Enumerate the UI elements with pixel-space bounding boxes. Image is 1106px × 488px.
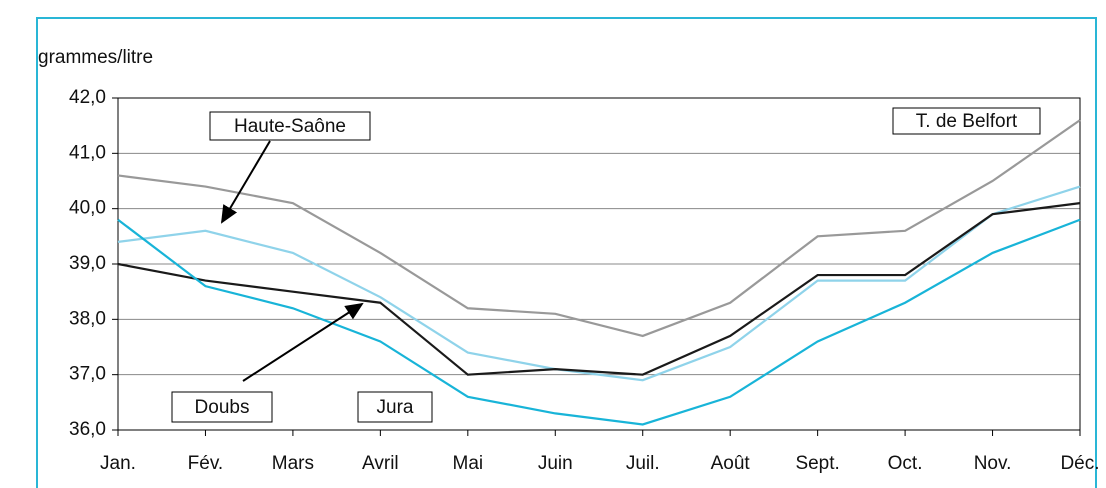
x-tick-label: Mai — [453, 453, 484, 474]
series-line — [117, 218, 1081, 426]
legend-box — [892, 107, 1041, 135]
y-tick-label: 36,0 — [69, 419, 106, 440]
legend-label: T. de Belfort — [916, 111, 1018, 132]
legend-box — [209, 111, 371, 141]
y-tick-label: 42,0 — [69, 87, 106, 108]
frame — [36, 17, 1097, 488]
x-tick-label: Mars — [272, 453, 314, 474]
y-tick-label: 41,0 — [69, 142, 106, 163]
y-tick-label: 38,0 — [69, 308, 106, 329]
x-tick-label: Fév. — [188, 453, 224, 474]
y-axis-label: grammes/litre — [38, 47, 153, 68]
x-tick-label: Oct. — [888, 453, 923, 474]
x-tick-label: Juin — [538, 453, 573, 474]
legend-label: Doubs — [195, 397, 250, 418]
x-tick-label: Avril — [362, 453, 399, 474]
series-line — [117, 202, 1081, 376]
y-tick-label: 37,0 — [69, 364, 106, 385]
legend-box — [171, 391, 273, 423]
x-tick-label: Déc. — [1060, 453, 1099, 474]
x-tick-label: Sept. — [795, 453, 839, 474]
y-tick-label: 40,0 — [69, 198, 106, 219]
y-tick-label: 39,0 — [69, 253, 106, 274]
x-tick-label: Jan. — [100, 453, 136, 474]
legend-box — [357, 391, 433, 423]
x-tick-label: Nov. — [974, 453, 1012, 474]
arrow — [220, 140, 271, 224]
arrow — [242, 302, 364, 382]
series-line — [117, 185, 1081, 382]
series-line — [117, 119, 1081, 338]
x-tick-label: Juil. — [626, 453, 660, 474]
x-tick-label: Août — [711, 453, 751, 474]
legend-label: Jura — [377, 397, 414, 418]
legend-label: Haute-Saône — [234, 116, 346, 137]
